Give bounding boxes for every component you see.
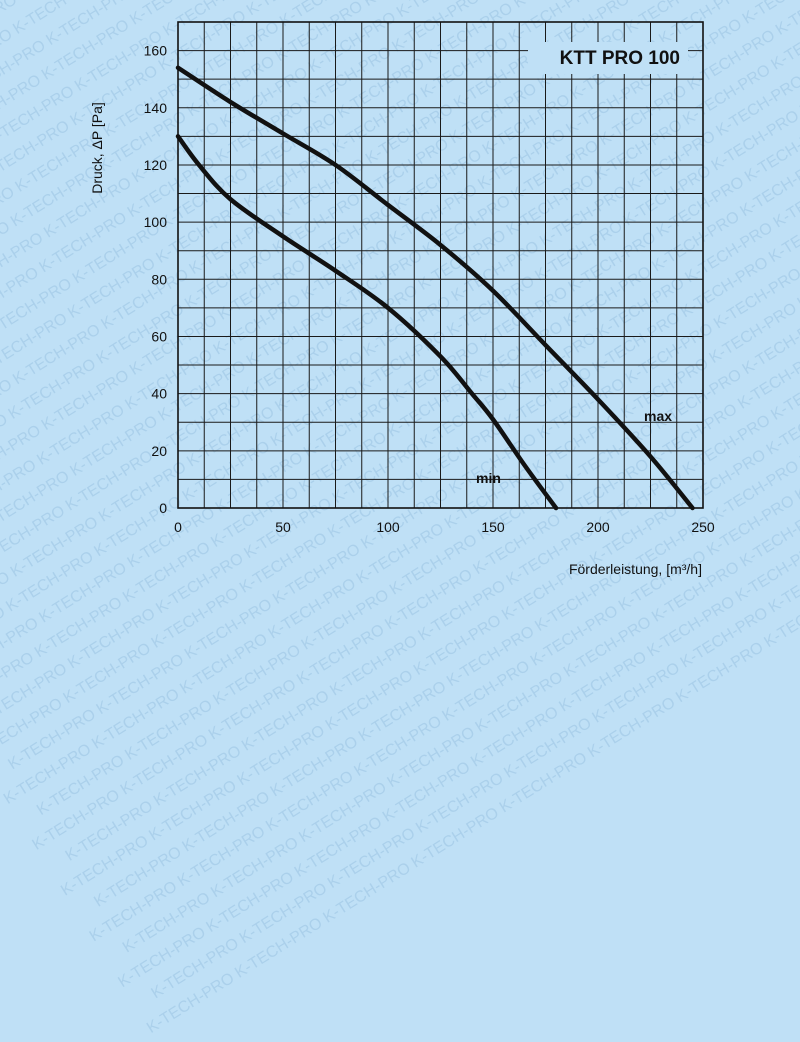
y-tick-label: 80 xyxy=(151,271,167,287)
curves xyxy=(175,65,695,511)
x-tick-label: 250 xyxy=(691,519,715,535)
max-curve-label: max xyxy=(644,408,672,424)
y-tick-label: 140 xyxy=(144,100,168,116)
x-tick-label: 0 xyxy=(174,519,182,535)
x-tick-label: 150 xyxy=(481,519,505,535)
y-tick-label: 60 xyxy=(151,328,167,344)
y-tick-label: 160 xyxy=(144,43,168,59)
min-curve-label: min xyxy=(476,470,501,486)
x-tick-label: 50 xyxy=(275,519,291,535)
fan-performance-chart: 0 50 100 150 200 250 0 20 40 60 80 100 120 140 160 KTT… xyxy=(89,21,715,577)
curve-min xyxy=(175,134,559,511)
grid xyxy=(177,21,704,509)
curve-max xyxy=(175,65,695,511)
x-tick-label: 200 xyxy=(586,519,610,535)
y-tick-label: 0 xyxy=(159,500,167,516)
y-tick-label: 100 xyxy=(144,214,168,230)
tick-labels: 0 50 100 150 200 250 0 20 40 60 80 100 120 140 160 xyxy=(144,43,715,535)
x-tick-label: 100 xyxy=(376,519,400,535)
plot-frame xyxy=(177,21,704,509)
chart-title: KTT PRO 100 xyxy=(560,48,680,69)
title-backdrop xyxy=(528,42,688,74)
x-axis-label: Förderleistung, [m³/h] xyxy=(569,561,702,577)
y-tick-label: 20 xyxy=(151,443,167,459)
y-tick-label: 40 xyxy=(151,386,167,402)
y-tick-label: 120 xyxy=(144,157,168,173)
y-axis-label: Druck, ΔP [Pa] xyxy=(89,102,105,194)
